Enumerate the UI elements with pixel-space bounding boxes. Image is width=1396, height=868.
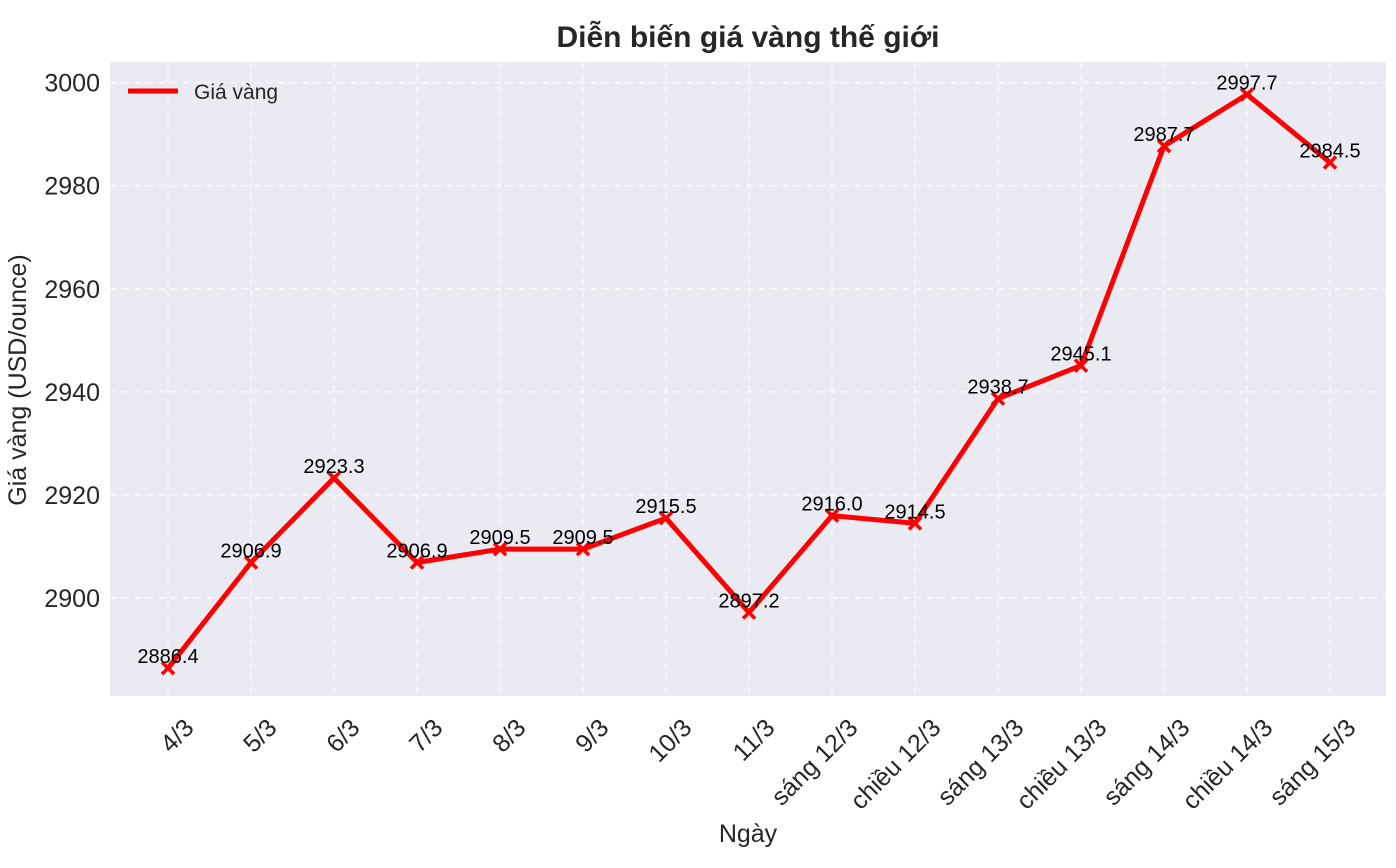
x-tick-label: chiều 12/3: [845, 714, 946, 815]
y-tick-label: 2960: [44, 276, 100, 304]
marker-stroke: [409, 555, 425, 570]
data-label: 2923.3: [303, 456, 364, 478]
y-tick-label: 3000: [44, 70, 100, 98]
data-label: 2984.5: [1299, 141, 1360, 163]
x-tick-label: chiều 13/3: [1011, 714, 1112, 815]
marker-stroke: [907, 516, 923, 531]
y-axis-ticks: 2900 2920 2940 2960 2980 3000: [44, 70, 100, 613]
data-point-marker: [658, 510, 674, 526]
grid-lines: [110, 62, 1386, 696]
marker-stroke: [1156, 138, 1172, 154]
y-tick-label: 2920: [44, 482, 100, 510]
data-label: 2909.5: [469, 527, 530, 549]
data-label: 2945.1: [1050, 344, 1111, 366]
marker-stroke: [824, 508, 840, 523]
y-tick-label: 2900: [44, 585, 100, 613]
data-label: 2906.9: [386, 540, 447, 562]
data-point-marker: [326, 470, 342, 486]
data-point-marker: [575, 541, 591, 557]
marker-stroke: [1239, 87, 1255, 102]
y-tick-label: 2980: [44, 173, 100, 201]
marker-stroke: [658, 510, 674, 526]
data-label: 2906.9: [220, 540, 281, 562]
plot-background: [110, 62, 1386, 696]
marker-stroke: [326, 470, 342, 486]
x-tick-label: sáng 15/3: [1264, 714, 1361, 811]
legend: Giá vàng: [128, 81, 278, 104]
data-point-marker: [741, 605, 757, 620]
data-point-marker: [990, 391, 1006, 406]
data-label: 2886.4: [137, 646, 198, 668]
data-point-marker: [1239, 87, 1255, 102]
data-point-marker: [1322, 155, 1338, 170]
x-tick-label: 7/3: [404, 714, 448, 758]
data-label: 2897.2: [718, 590, 779, 612]
x-tick-label: 10/3: [643, 714, 697, 768]
marker-stroke: [1322, 155, 1338, 170]
data-point-marker: [1073, 358, 1089, 373]
data-point-marker: [492, 541, 508, 557]
marker-stroke: [243, 555, 259, 570]
x-tick-label: 5/3: [238, 714, 282, 758]
data-point-marker: [409, 555, 425, 570]
marker-stroke: [741, 605, 757, 620]
data-label: 2915.5: [635, 496, 696, 518]
y-tick-label: 2940: [44, 379, 100, 407]
data-point-marker: [243, 555, 259, 570]
x-tick-label: 8/3: [487, 714, 531, 758]
x-axis-label: Ngày: [719, 820, 778, 848]
data-labels: 2886.4 2906.9 2923.3 2906.9 2909.5 2909.5 2915…: [137, 72, 1360, 668]
data-label: 2916.0: [801, 494, 862, 516]
x-tick-label: chiều 14/3: [1177, 714, 1278, 815]
data-label: 2987.7: [1133, 124, 1194, 146]
data-label: 2909.5: [552, 527, 613, 549]
marker-stroke: [492, 541, 508, 557]
marker-stroke: [990, 391, 1006, 406]
x-tick-label: 11/3: [728, 714, 781, 767]
x-tick-label: 9/3: [570, 714, 614, 758]
marker-stroke: [575, 541, 591, 557]
data-point-marker: [1156, 138, 1172, 154]
data-point-marker: [907, 516, 923, 531]
data-point-marker: [160, 660, 176, 676]
marker-stroke: [1073, 358, 1089, 373]
data-label: 2914.5: [884, 501, 945, 523]
x-tick-label: 4/3: [155, 714, 199, 758]
x-tick-label: 6/3: [321, 714, 365, 758]
chart-title: Diễn biến giá vàng thế giới: [556, 20, 939, 54]
y-axis-label: Giá vàng (USD/ounce): [4, 254, 32, 506]
data-label: 2938.7: [967, 377, 1028, 399]
series-layer: [160, 87, 1338, 676]
marker-stroke: [160, 660, 176, 676]
data-label: 2997.7: [1216, 72, 1277, 94]
data-point-marker: [824, 508, 840, 523]
legend-label: Giá vàng: [194, 81, 278, 104]
